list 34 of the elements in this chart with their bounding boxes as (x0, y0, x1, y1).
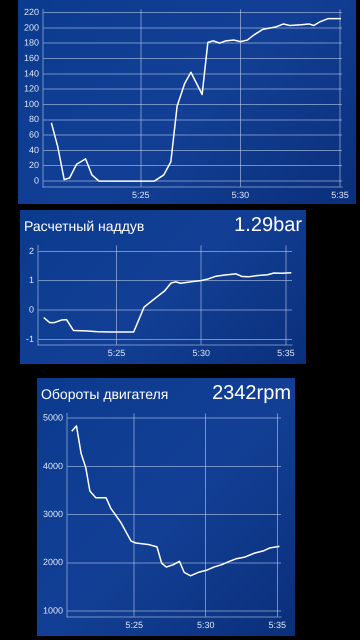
y-tick-label: 140 (24, 68, 40, 78)
y-tick-label: 2000 (42, 557, 64, 568)
x-tick-label: 5:30 (196, 620, 214, 630)
y-tick-label: 5000 (42, 412, 64, 423)
chart-title: Расчетный наддув (24, 218, 144, 234)
y-tick-label: 80 (29, 114, 40, 124)
x-tick-label: 5:35 (277, 348, 295, 358)
y-tick-label: 20 (29, 160, 40, 170)
y-tick-label: -1 (26, 334, 34, 344)
x-tick-label: 5:25 (108, 348, 126, 358)
x-tick-label: 5:35 (331, 190, 349, 200)
y-tick-label: 180 (24, 38, 40, 48)
chart-subtitle: 1.29bar (234, 214, 302, 237)
y-tick-label: 60 (29, 130, 40, 140)
x-tick-label: 5:25 (132, 190, 150, 200)
y-tick-label: 40 (29, 144, 40, 155)
y-tick-label: 4000 (42, 460, 64, 471)
chart-subtitle: 2342rpm (212, 382, 291, 405)
y-tick-label: 200 (24, 22, 40, 32)
y-tick-label: 160 (24, 52, 40, 63)
y-tick-label: 1000 (42, 605, 64, 616)
x-tick-label: 5:35 (268, 620, 286, 630)
x-tick-label: 5:30 (232, 190, 250, 200)
chart-title: Обороты двигателя (41, 386, 168, 402)
y-tick-label: 2 (28, 246, 34, 256)
x-tick-label: 5:25 (125, 620, 143, 630)
y-tick-label: 100 (24, 98, 40, 109)
y-tick-label: 3000 (42, 509, 64, 520)
y-tick-label: 0 (28, 304, 34, 314)
x-tick-label: 5:30 (192, 348, 210, 358)
y-tick-label: 220 (24, 6, 40, 17)
y-tick-label: 0 (34, 176, 40, 186)
y-tick-label: 1 (28, 275, 34, 286)
y-tick-label: 120 (24, 84, 40, 94)
